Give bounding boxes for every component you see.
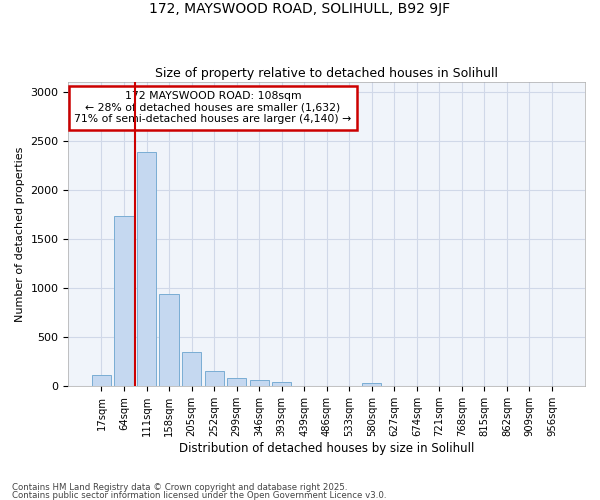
Bar — [205, 371, 224, 386]
Bar — [137, 152, 156, 386]
Text: Contains HM Land Registry data © Crown copyright and database right 2025.: Contains HM Land Registry data © Crown c… — [12, 484, 347, 492]
Bar — [182, 352, 201, 386]
X-axis label: Distribution of detached houses by size in Solihull: Distribution of detached houses by size … — [179, 442, 475, 455]
Title: Size of property relative to detached houses in Solihull: Size of property relative to detached ho… — [155, 66, 498, 80]
Bar — [160, 294, 179, 386]
Text: 172 MAYSWOOD ROAD: 108sqm
← 28% of detached houses are smaller (1,632)
71% of se: 172 MAYSWOOD ROAD: 108sqm ← 28% of detac… — [74, 91, 352, 124]
Bar — [250, 380, 269, 386]
Bar — [272, 382, 291, 386]
Y-axis label: Number of detached properties: Number of detached properties — [15, 146, 25, 322]
Bar — [362, 384, 382, 386]
Bar — [227, 378, 246, 386]
Text: Contains public sector information licensed under the Open Government Licence v3: Contains public sector information licen… — [12, 490, 386, 500]
Bar — [92, 374, 111, 386]
Bar — [115, 216, 134, 386]
Text: 172, MAYSWOOD ROAD, SOLIHULL, B92 9JF: 172, MAYSWOOD ROAD, SOLIHULL, B92 9JF — [149, 2, 451, 16]
